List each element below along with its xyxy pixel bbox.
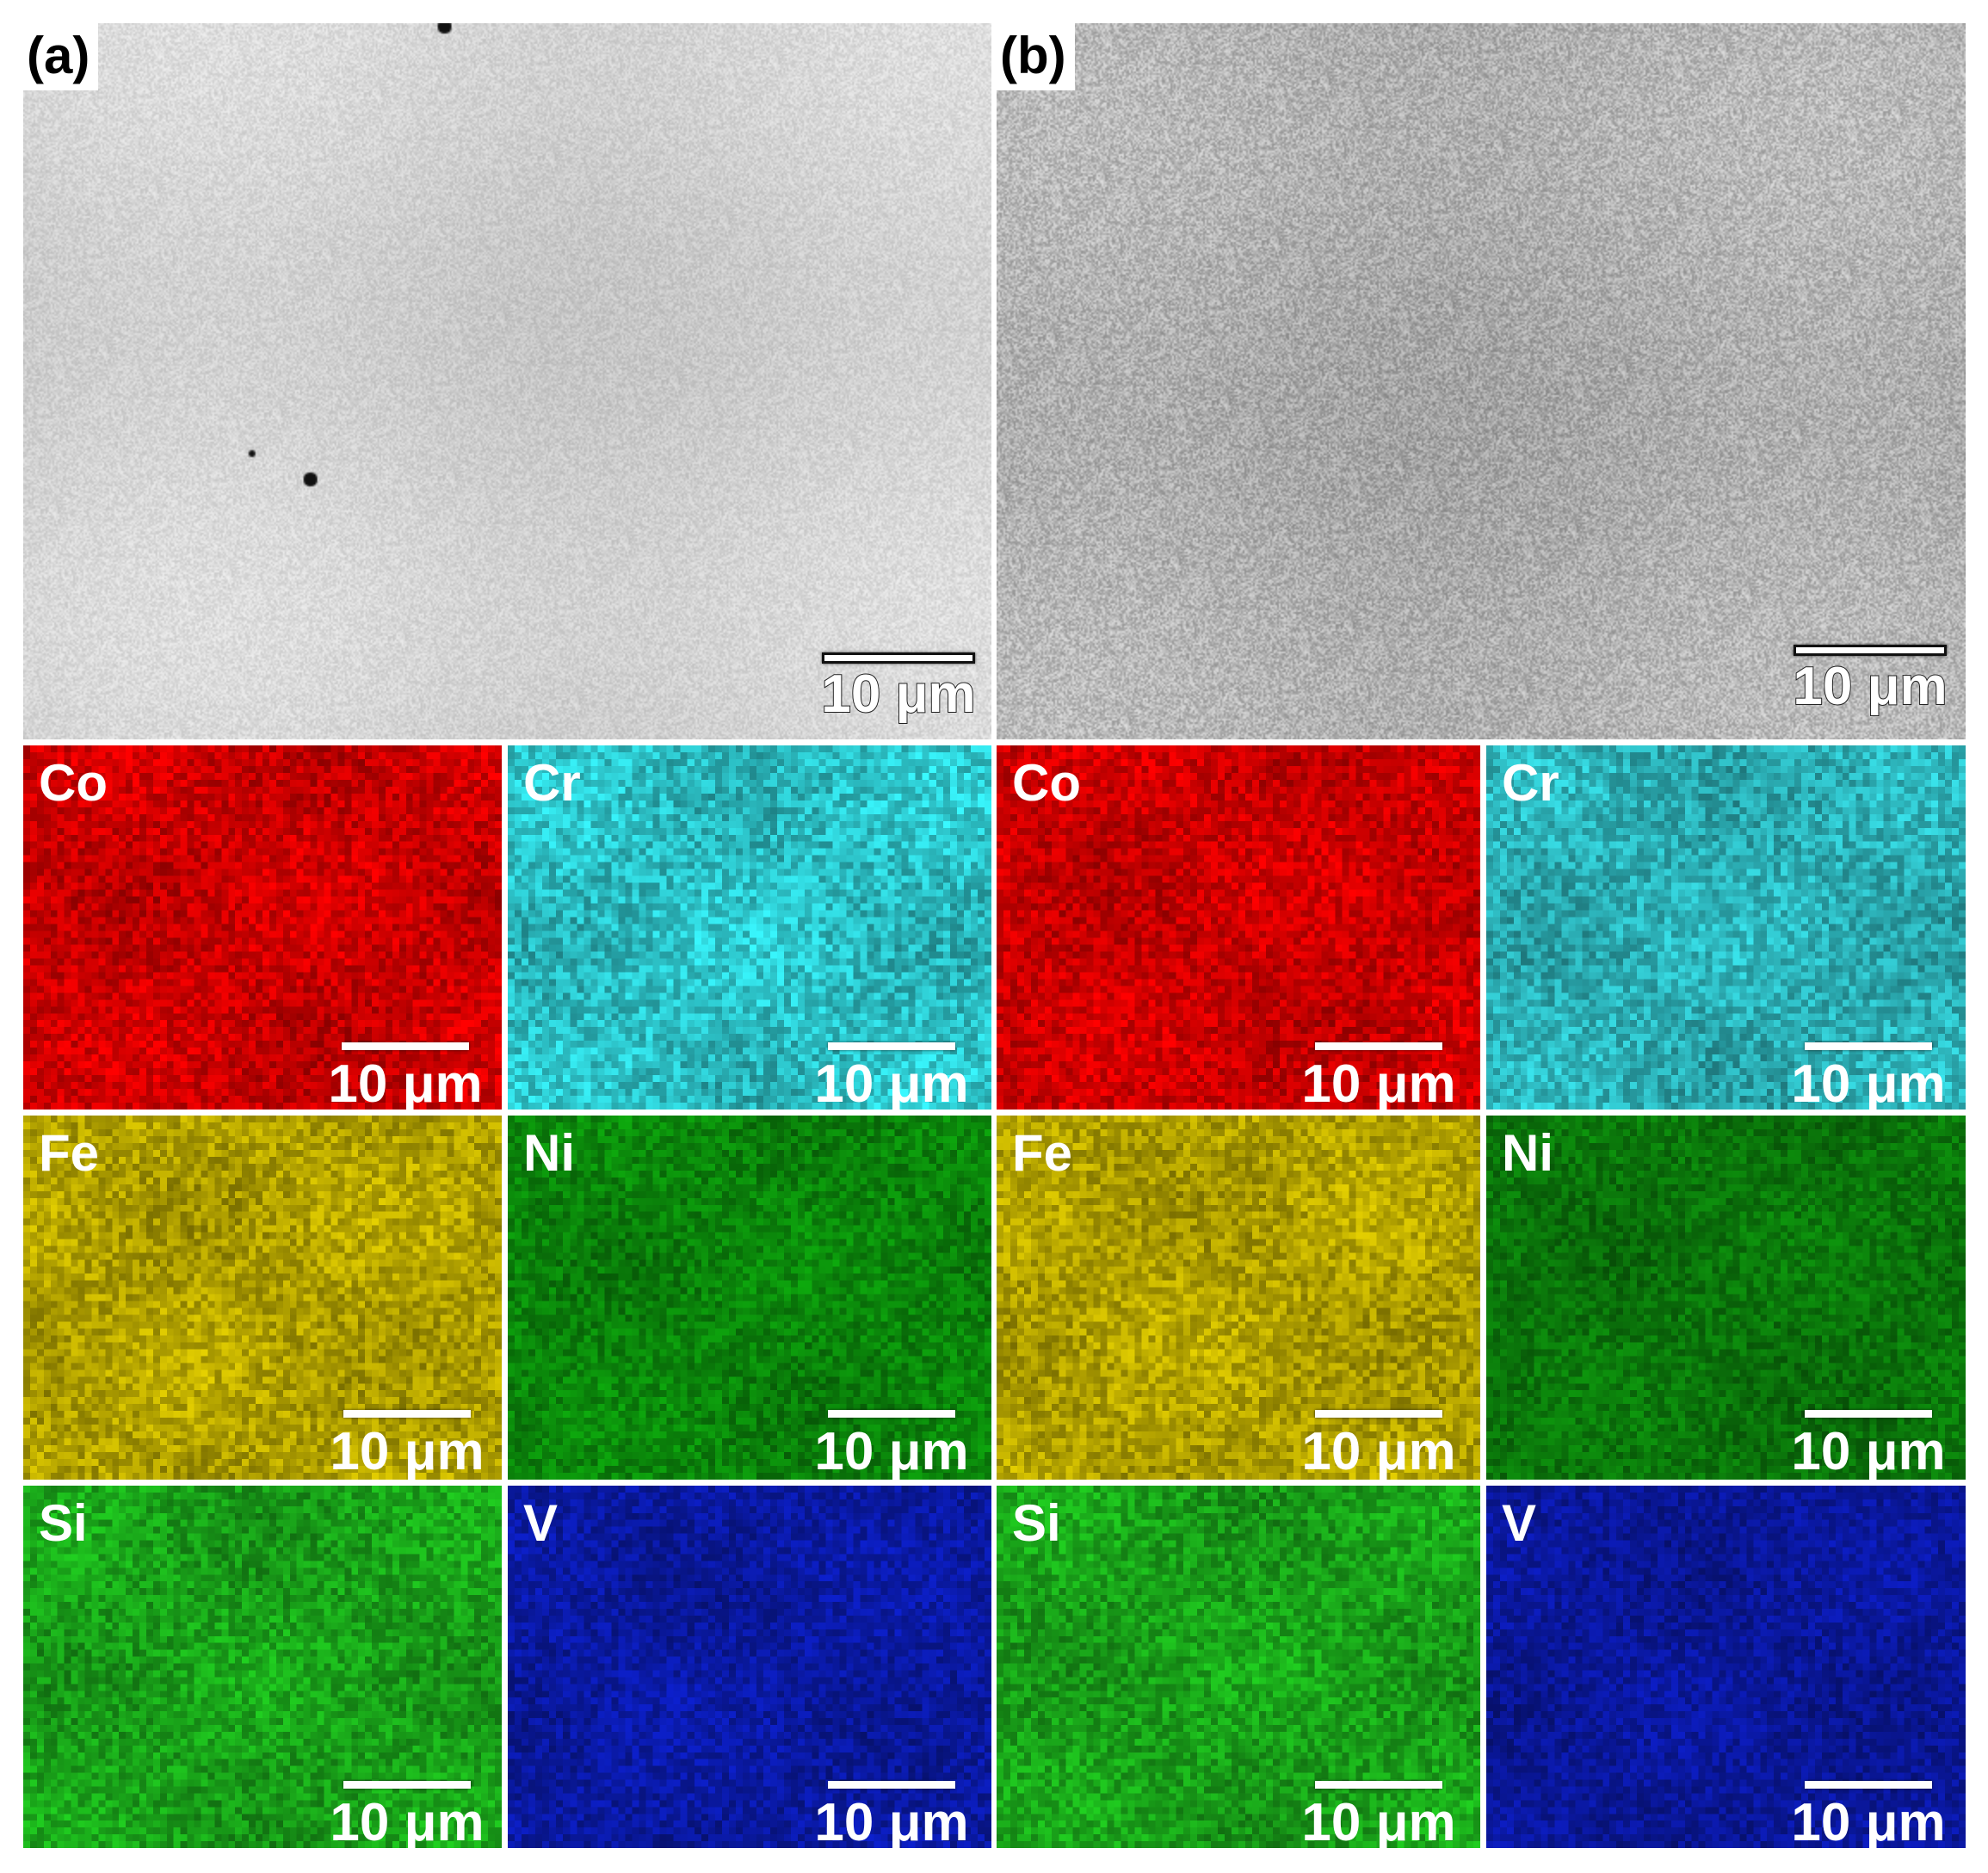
element-label: Ni [523,1124,575,1182]
scale-bar-line [828,1410,955,1418]
scale-bar-line [343,1781,471,1789]
scale-bar-label: 10 μm [1301,1793,1456,1849]
eds-map-texture [23,1116,502,1480]
sem-image-a-texture [23,23,991,739]
scale-bar-label: 10 μm [814,1054,969,1110]
scale-bar-label: 10 μm [1792,657,1948,716]
scale-bar-line [343,1410,471,1418]
scale-bar-line [1794,645,1947,656]
eds-map-b-cr: Cr 10 μm [1486,745,1966,1110]
sem-image-b: (b) 10 μm [997,23,1966,739]
panel-label-b: (b) [997,23,1075,90]
element-label: Ni [1502,1124,1553,1182]
eds-map-texture [508,1116,991,1480]
scale-bar-line [1805,1781,1932,1789]
eds-map-b-v: V 10 μm [1486,1486,1966,1848]
scale-bar-label: 10 μm [328,1054,483,1110]
element-label: Co [1012,754,1081,812]
eds-map-b-fe: Fe 10 μm [997,1116,1480,1480]
scale-bar-label: 10 μm [814,1793,969,1849]
eds-map-a-cr: Cr 10 μm [508,745,991,1110]
eds-map-b-ni: Ni 10 μm [1486,1116,1966,1480]
scale-bar-label: 10 μm [330,1793,485,1849]
eds-map-a-ni: Ni 10 μm [508,1116,991,1480]
scale-bar-line [1315,1781,1442,1789]
scale-bar-line [822,652,975,664]
eds-map-b-si: Si 10 μm [997,1486,1480,1848]
scale-bar-line [342,1042,469,1050]
element-label: Co [39,754,108,812]
scale-bar-label: 10 μm [1791,1054,1946,1110]
element-label: V [523,1494,559,1552]
eds-map-texture [1486,1116,1966,1480]
scale-bar-label: 10 μm [820,665,976,724]
eds-map-a-v: V 10 μm [508,1486,991,1848]
eds-map-b-co: Co 10 μm [997,745,1480,1110]
scale-bar-line [828,1781,955,1789]
scale-bar-label: 10 μm [1791,1793,1946,1849]
scale-bar-line [1805,1042,1932,1050]
scale-bar-line [1315,1042,1442,1050]
scale-bar-label: 10 μm [330,1422,485,1480]
scale-bar-label: 10 μm [1301,1054,1456,1110]
scale-bar-label: 10 μm [1301,1422,1456,1480]
scale-bar-line [1315,1410,1442,1418]
element-label: Cr [1502,754,1559,812]
element-label: Si [39,1494,88,1552]
panel-label-a: (a) [23,23,99,90]
sem-image-b-texture [997,23,1966,739]
element-label: Cr [523,754,581,812]
eds-map-texture [997,1116,1480,1480]
eds-map-a-si: Si 10 μm [23,1486,502,1848]
element-label: Fe [1012,1124,1073,1182]
scale-bar-label: 10 μm [1791,1422,1946,1480]
element-label: Si [1012,1494,1061,1552]
eds-map-a-fe: Fe 10 μm [23,1116,502,1480]
scale-bar-line [1805,1410,1932,1418]
scale-bar-label: 10 μm [814,1422,969,1480]
element-label: Fe [39,1124,100,1182]
sem-image-a: (a) 10 μm [23,23,991,739]
scale-bar-line [828,1042,955,1050]
eds-map-a-co: Co 10 μm [23,745,502,1110]
element-label: V [1502,1494,1537,1552]
